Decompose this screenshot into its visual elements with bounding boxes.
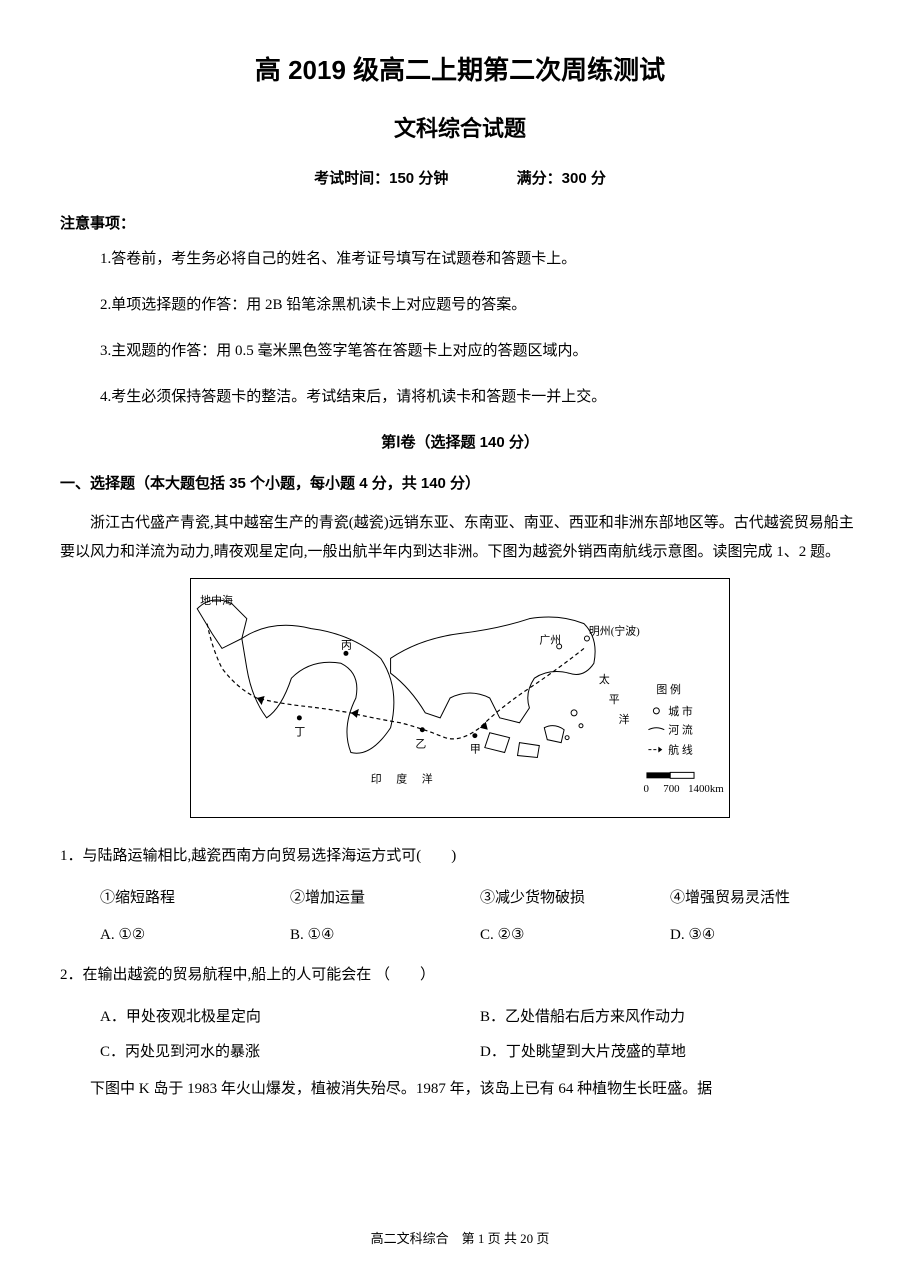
map-svg: 地中海 印 度 洋 太 平 洋 广州 明州(宁波) 甲 乙 丙 丁 图 例 城 … (190, 578, 730, 818)
scale-0: 0 (643, 783, 649, 795)
notice-item-3: 3.主观题的作答：用 0.5 毫米黑色签字笔答在答题卡上对应的答题区域内。 (100, 339, 860, 363)
q1-sub-4: ④增强贸易灵活性 (670, 886, 860, 907)
label-mediterranean: 地中海 (200, 593, 233, 607)
label-pacific-3: 洋 (619, 712, 630, 726)
q2-row1: A．甲处夜观北极星定向 B．乙处借船右后方来风作动力 (100, 1005, 860, 1026)
full-score: 满分：300 分 (517, 167, 606, 188)
scale-1400: 1400km (688, 783, 724, 795)
q1-subopts: ①缩短路程 ②增加运量 ③减少货物破损 ④增强贸易灵活性 (100, 886, 860, 907)
legend-route: 航 线 (668, 743, 693, 757)
exam-time: 考试时间：150 分钟 (314, 167, 448, 188)
label-bing: 丙 (341, 639, 352, 651)
q1-choice-d: D. ③④ (670, 925, 860, 944)
q2-stem: 2．在输出越瓷的贸易航程中,船上的人可能会在 （ ） (60, 962, 860, 989)
label-mingzhou: 明州(宁波) (589, 624, 640, 638)
q1-choice-c: C. ②③ (480, 925, 670, 944)
label-indian-ocean: 印 度 洋 (371, 771, 439, 785)
q2-choice-a: A．甲处夜观北极星定向 (100, 1005, 480, 1026)
scale-700: 700 (663, 783, 680, 795)
notice-item-2: 2.单项选择题的作答：用 2B 铅笔涂黑机读卡上对应题号的答案。 (100, 293, 860, 317)
label-ding: 丁 (294, 727, 305, 739)
page-footer: 高二文科综合 第 1 页 共 20 页 (0, 1228, 920, 1247)
exam-info: 考试时间：150 分钟 满分：300 分 (60, 167, 860, 188)
q1-choices: A. ①② B. ①④ C. ②③ D. ③④ (100, 925, 860, 944)
notice-item-1: 1.答卷前，考生务必将自己的姓名、准考证号填写在试题卷和答题卡上。 (100, 247, 860, 271)
title-sub: 文科综合试题 (60, 111, 860, 143)
label-jia: 甲 (470, 744, 481, 756)
q2-choice-c: C．丙处见到河水的暴涨 (100, 1040, 480, 1061)
map-figure: 地中海 印 度 洋 太 平 洋 广州 明州(宁波) 甲 乙 丙 丁 图 例 城 … (60, 578, 860, 823)
q1-sub-2: ②增加运量 (290, 886, 480, 907)
q1-sub-3: ③减少货物破损 (480, 886, 670, 907)
legend-river: 河 流 (668, 723, 693, 737)
q2-choice-b: B．乙处借船右后方来风作动力 (480, 1005, 860, 1026)
label-pacific-2: 平 (609, 694, 620, 706)
q1-sub-1: ①缩短路程 (100, 886, 290, 907)
label-yi: 乙 (415, 738, 426, 751)
label-guangzhou: 广州 (539, 633, 561, 646)
notice-item-4: 4.考生必须保持答题卡的整洁。考试结束后，请将机读卡和答题卡一并上交。 (100, 385, 860, 409)
title-main: 高 2019 级高二上期第二次周练测试 (60, 50, 860, 87)
legend-city: 城 市 (668, 704, 693, 718)
passage-1: 浙江古代盛产青瓷,其中越窑生产的青瓷(越瓷)远销东亚、东南亚、南亚、西亚和非洲东… (60, 509, 860, 566)
q1-stem: 1．与陆路运输相比,越瓷西南方向贸易选择海运方式可( ) (60, 843, 860, 870)
section-heading: 第Ⅰ卷（选择题 140 分） (60, 431, 860, 452)
part-heading: 一、选择题（本大题包括 35 个小题，每小题 4 分，共 140 分） (60, 472, 860, 493)
q2-choice-d: D．丁处眺望到大片茂盛的草地 (480, 1040, 860, 1061)
legend-title: 图 例 (656, 682, 681, 696)
notice-heading: 注意事项： (60, 212, 860, 233)
q1-choice-a: A. ①② (100, 925, 290, 944)
passage-2: 下图中 K 岛于 1983 年火山爆发，植被消失殆尽。1987 年，该岛上已有 … (60, 1075, 860, 1104)
q2-row2: C．丙处见到河水的暴涨 D．丁处眺望到大片茂盛的草地 (100, 1040, 860, 1061)
q1-choice-b: B. ①④ (290, 925, 480, 944)
label-pacific-1: 太 (599, 673, 610, 686)
